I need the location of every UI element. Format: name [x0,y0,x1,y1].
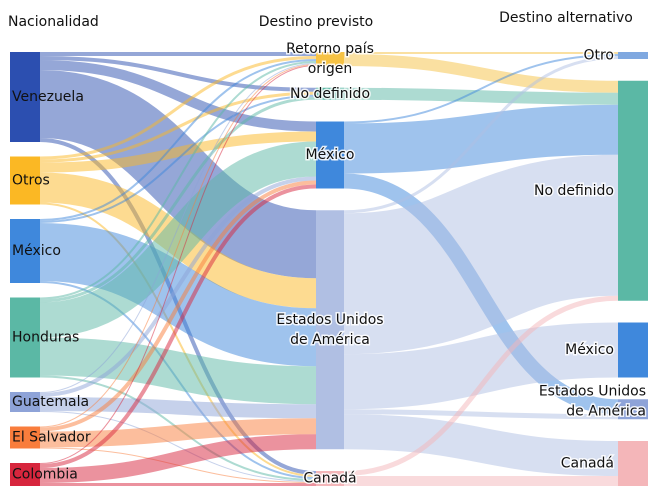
link [343,409,619,420]
node [618,322,648,378]
node [316,52,344,66]
node-label: Canadá [561,456,614,472]
link [39,65,317,464]
node-label-line: Estados Unidos [276,312,383,328]
link [343,87,619,105]
node-label: Estados Unidos de América [276,312,383,348]
link [39,184,317,468]
node-label: Venezuela [12,89,84,105]
node-label: El Salvador [12,430,91,446]
column-title: Destino previsto [259,14,373,30]
node-label: Honduras [12,330,79,346]
link [39,56,317,160]
link [39,180,317,432]
node [316,87,344,100]
node [316,210,344,450]
node-label: Retorno país origen [286,41,374,77]
node-label: México [306,147,355,163]
node [618,52,648,59]
link [39,176,317,397]
node-label: No definido [534,183,614,199]
link [39,56,317,92]
link [343,56,619,214]
column-title: Nacionalidad [8,14,99,30]
node [316,471,344,486]
node-label-line: de América [566,403,646,419]
link [39,418,317,448]
link [38,70,318,279]
link [39,434,317,483]
node-label: Otros [12,173,50,189]
node-label: No definido [290,86,370,102]
node-label-line: Estados Unidos [539,383,646,399]
node-label: México [12,243,61,259]
link [343,322,619,410]
node [10,156,40,205]
node-label: Guatemala [12,394,89,410]
node [10,392,40,412]
link [39,223,317,367]
link [39,202,317,477]
link [39,397,317,419]
node [10,463,40,486]
node-label-line: origen [308,61,353,77]
link [343,54,619,93]
link [39,337,317,405]
node [10,426,40,449]
column-title: Destino alternativo [499,10,633,26]
link [39,96,317,303]
link [39,411,317,482]
link [39,60,317,132]
link [39,63,317,393]
link [342,154,620,355]
node [618,80,648,301]
node [10,297,40,378]
link [343,414,619,476]
node-label: Otro [583,48,614,64]
node-label: Colombia [12,467,78,483]
node-label-line: de América [290,332,370,348]
link [343,295,619,476]
node [618,399,648,420]
link [39,91,317,163]
link [39,131,317,173]
node [618,441,648,486]
link [39,64,317,428]
node-label: México [565,342,614,358]
link [39,94,317,223]
link [343,104,619,174]
link [39,141,317,338]
link [343,54,619,124]
node-label: Estados Unidos de América [539,383,646,419]
node [10,52,40,142]
node [316,121,344,189]
link [39,59,317,221]
node [10,219,40,283]
links [38,51,620,487]
node-label: Canadá [303,471,356,487]
link [39,61,317,300]
node-label-line: Retorno país [286,41,374,57]
